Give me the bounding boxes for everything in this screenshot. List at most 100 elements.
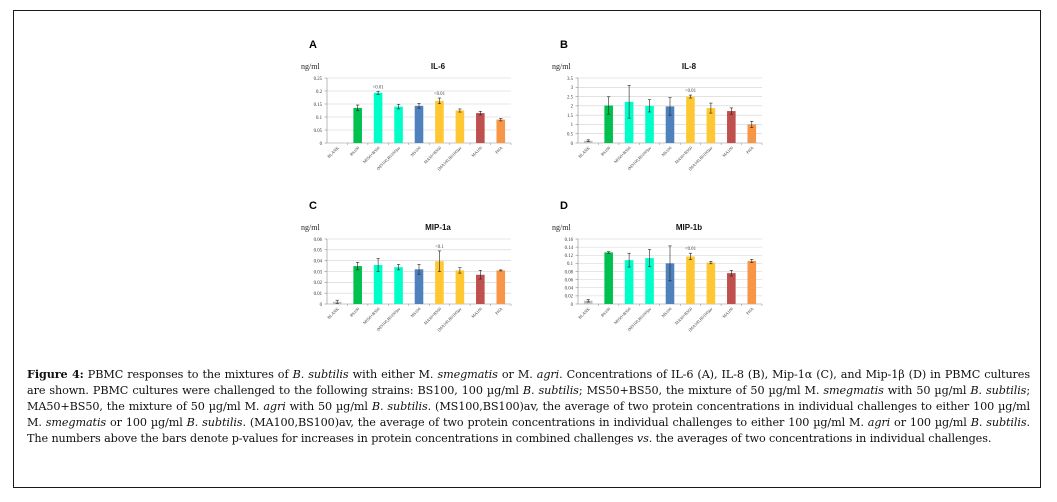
- x-tick-label: MS100: [409, 145, 421, 157]
- bar: [476, 274, 485, 304]
- p-value-label: <0.01: [434, 92, 446, 97]
- bar: [665, 263, 675, 304]
- x-tick-label: MA100: [470, 145, 483, 158]
- bar-chart-mip1b: 0 0.02 0.04 0.06 0.08 0.1 0.12 0.14 0.16 BLANK BS1…: [565, 238, 763, 333]
- x-tick-label: PHA: [494, 306, 503, 315]
- bar: [435, 100, 444, 143]
- y-axis-unit: ng/ml: [301, 62, 320, 71]
- chart-title: IL-8: [681, 62, 697, 71]
- chart-panel-c: C ng/ml MIP-1a 0 0.01 0.02 0.03 0.04 0.05 0.06…: [283, 197, 533, 347]
- y-tick-label: 3.5: [567, 77, 574, 82]
- caption-text: or M.: [497, 368, 537, 381]
- y-tick-label: 0.15: [314, 103, 323, 108]
- bar: [373, 265, 383, 304]
- x-tick-label: BLANK: [326, 306, 340, 320]
- y-tick-label: 0.04: [565, 287, 574, 292]
- caption-text: . (MA100,BS100)av, the average of two pr…: [242, 416, 868, 429]
- caption-text: ; MS50+BS50, the mixture of 50 µg/ml M.: [578, 384, 824, 397]
- caption-text: or 100 µg/ml: [106, 416, 187, 429]
- y-tick-label: 0: [571, 142, 574, 147]
- caption-text: ; MA50+BS50, the mixture of 50 µg/ml M.: [27, 384, 1030, 413]
- bar: [414, 105, 424, 143]
- y-tick-label: 0.1: [567, 262, 574, 267]
- caption-text: PBMC responses to the mixtures of: [83, 368, 293, 381]
- x-tick-label: MA100: [470, 306, 483, 319]
- y-tick-label: 0.01: [314, 292, 323, 297]
- y-tick-label: 0.03: [314, 270, 323, 275]
- x-tick-label: PHA: [745, 145, 754, 154]
- x-tick-label: MA100: [721, 306, 734, 319]
- bar: [604, 252, 613, 304]
- y-tick-label: 0.08: [565, 270, 574, 275]
- x-tick-label: MS100: [409, 306, 421, 318]
- bar: [604, 105, 613, 143]
- x-tick-label: BS100: [600, 306, 612, 318]
- bar: [583, 300, 593, 304]
- y-tick-label: 0.25: [314, 77, 323, 82]
- caption-text: . The numbers above the bars denote p-va…: [27, 416, 1030, 445]
- bar: [455, 270, 465, 304]
- caption-italic-term: smegmatis: [45, 416, 107, 429]
- bar: [747, 260, 757, 304]
- bar: [496, 119, 506, 143]
- p-value-label: <0.01: [685, 247, 697, 252]
- caption-italic-term: smegmatis: [823, 384, 884, 397]
- x-tick-label: MS50+BS50: [613, 306, 632, 325]
- y-tick-label: 3: [571, 86, 574, 91]
- p-value-label: <0.1: [435, 245, 444, 250]
- x-tick-label: MS50+BS50: [362, 306, 381, 325]
- x-tick-label: MA50+BS50: [674, 145, 694, 165]
- bar: [645, 105, 654, 143]
- bar: [624, 260, 634, 304]
- caption-text: with 50 µg/ml: [883, 384, 971, 397]
- bar: [394, 106, 403, 143]
- caption-text: with 50 µg/ml: [285, 400, 372, 413]
- bar: [686, 256, 695, 304]
- bar: [476, 113, 485, 143]
- x-tick-label: PHA: [494, 145, 503, 154]
- x-tick-label: BS100: [349, 145, 361, 157]
- bar: [665, 106, 675, 143]
- p-value-label: <0.01: [373, 85, 385, 90]
- chart-title: MIP-1b: [675, 223, 703, 232]
- panel-letter: C: [309, 200, 317, 212]
- y-tick-label: 0.05: [314, 249, 323, 254]
- caption-italic-term: smegmatis: [437, 368, 498, 381]
- y-tick-label: 1: [571, 123, 574, 128]
- caption-text: or 100 µg/ml: [890, 416, 971, 429]
- x-tick-label: MA50+BS50: [423, 145, 443, 165]
- x-tick-label: MS50+BS50: [613, 145, 632, 164]
- chart-panel-a: A ng/ml IL-6 0 0.05 0.1 0.15 0.2 0.25 BLANK BS1…: [283, 36, 533, 186]
- y-tick-label: 0.16: [565, 238, 574, 243]
- caption-italic-term: B. subtilis: [292, 368, 349, 381]
- bar: [727, 273, 736, 304]
- y-tick-label: 0.14: [565, 246, 574, 251]
- caption-italic-term: B. subtilis: [371, 400, 428, 413]
- y-tick-label: 2: [571, 105, 574, 110]
- x-tick-label: BLANK: [577, 306, 591, 320]
- y-tick-label: 0: [320, 303, 323, 308]
- figure-caption: Figure 4: PBMC responses to the mixtures…: [27, 366, 1030, 447]
- chart-panel-d: D ng/ml MIP-1b 0 0.02 0.04 0.06 0.08 0.1 0.12 0…: [534, 197, 784, 347]
- x-tick-label: MS100: [660, 145, 672, 157]
- caption-italic-term: vs: [636, 432, 649, 445]
- chart-title: MIP-1a: [425, 223, 451, 232]
- caption-text: with either M.: [348, 368, 438, 381]
- bar: [645, 258, 654, 304]
- caption-body: PBMC responses to the mixtures of B. sub…: [27, 368, 1030, 445]
- bar-chart-mip1a: 0 0.01 0.02 0.03 0.04 0.05 0.06 BLANK BS100 MS50+…: [314, 238, 512, 333]
- y-tick-label: 1.5: [567, 114, 574, 119]
- y-tick-label: 0.2: [316, 90, 323, 95]
- x-tick-label: MA50+BS50: [674, 306, 694, 326]
- bar: [496, 270, 506, 304]
- caption-italic-term: B. subtilis: [186, 416, 243, 429]
- x-tick-label: MA100: [721, 145, 734, 158]
- y-tick-label: 0.04: [314, 259, 323, 264]
- caption-italic-term: B. subtilis: [970, 384, 1027, 397]
- x-tick-label: MS100: [660, 306, 672, 318]
- caption-text: . (MS100,BS100)av, the average of two pr…: [27, 400, 1030, 429]
- bar: [394, 267, 403, 304]
- x-tick-label: BS100: [600, 145, 612, 157]
- bar: [624, 101, 634, 143]
- y-tick-label: 0.5: [567, 133, 574, 138]
